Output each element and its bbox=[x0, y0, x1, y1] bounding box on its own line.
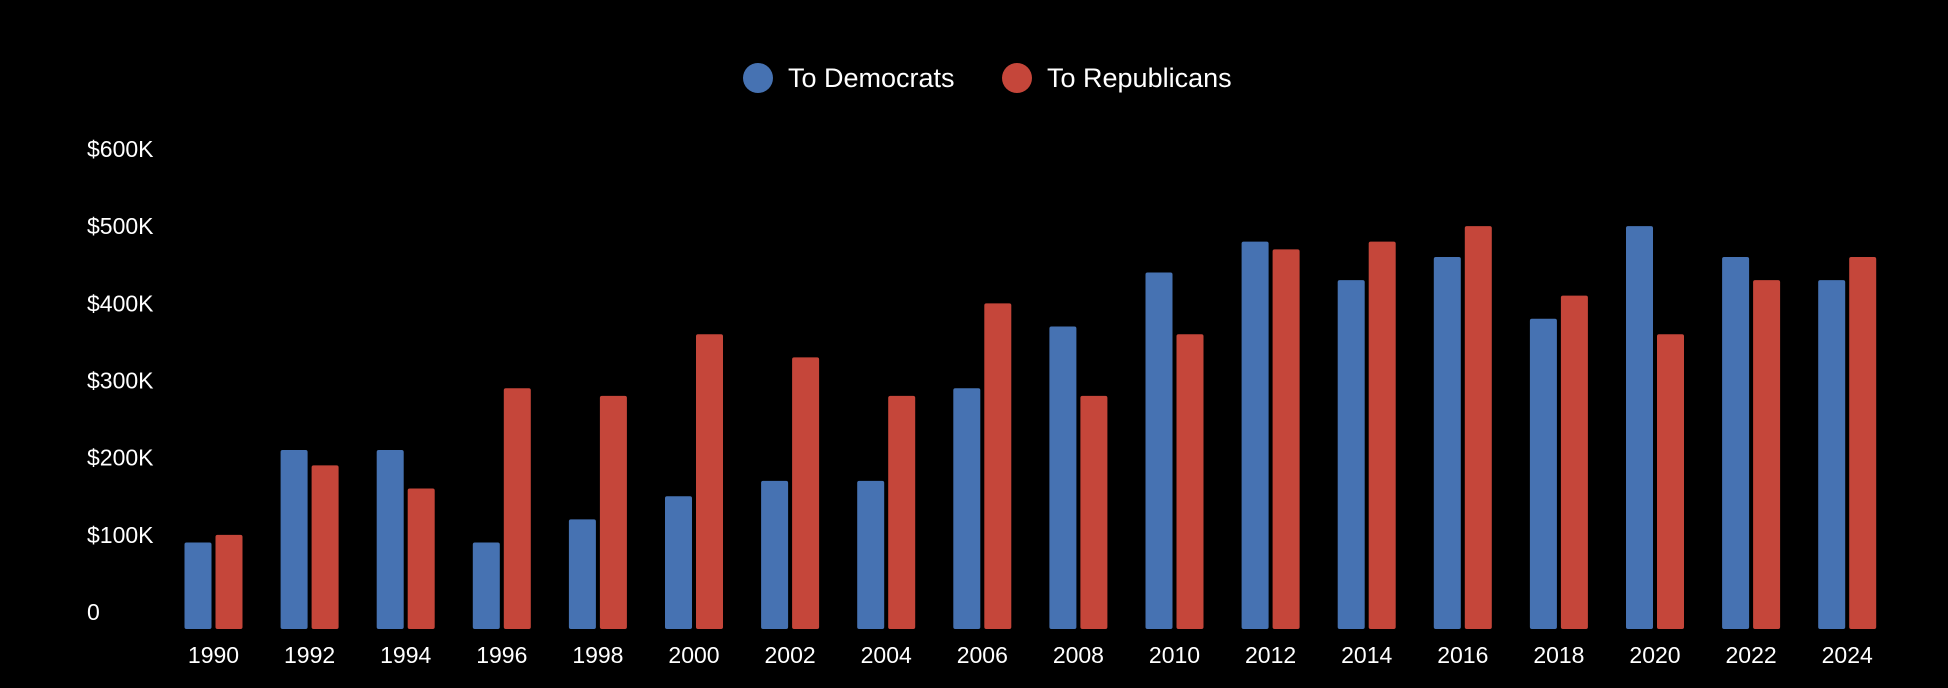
bar-democrats-2004[interactable] bbox=[857, 480, 885, 629]
bar-republicans-2010[interactable] bbox=[1176, 334, 1204, 629]
bar-republicans-2016[interactable] bbox=[1464, 226, 1492, 629]
legend-label: To Democrats bbox=[788, 63, 955, 93]
bar-republicans-2020[interactable] bbox=[1657, 334, 1684, 629]
bar-republicans-2008[interactable] bbox=[1080, 395, 1108, 629]
x-tick-label: 1992 bbox=[284, 642, 335, 668]
bar-republicans-2000[interactable] bbox=[696, 334, 723, 629]
bar-republicans-1990[interactable] bbox=[215, 534, 243, 629]
bar-democrats-2006[interactable] bbox=[953, 388, 981, 629]
legend: To Democrats To Republicans bbox=[743, 63, 1232, 93]
bar-democrats-1998[interactable] bbox=[568, 519, 596, 629]
x-tick-label: 1998 bbox=[572, 642, 623, 668]
x-tick-label: 2012 bbox=[1245, 642, 1296, 668]
bar-democrats-2012[interactable] bbox=[1241, 241, 1269, 629]
x-tick-label: 2024 bbox=[1822, 642, 1873, 668]
bar-republicans-1992[interactable] bbox=[311, 465, 339, 629]
bar-democrats-2022[interactable] bbox=[1722, 257, 1750, 629]
bar-democrats-1996[interactable] bbox=[472, 542, 500, 629]
bar-democrats-2000[interactable] bbox=[665, 496, 692, 629]
bar-democrats-1992[interactable] bbox=[280, 449, 308, 629]
bars bbox=[184, 226, 1877, 630]
bar-democrats-2014[interactable] bbox=[1337, 280, 1365, 629]
bar-democrats-2024[interactable] bbox=[1818, 280, 1846, 629]
x-axis: 1990 1992 1994 1996 1998 2000 2002 2004 2006 2008… bbox=[188, 642, 1873, 668]
bar-republicans-1994[interactable] bbox=[407, 488, 435, 629]
bar-republicans-2024[interactable] bbox=[1849, 257, 1877, 629]
y-tick-label: 0 bbox=[87, 599, 100, 625]
x-tick-label: 2018 bbox=[1533, 642, 1584, 668]
x-tick-label: 2002 bbox=[765, 642, 816, 668]
x-tick-label: 1996 bbox=[476, 642, 527, 668]
x-tick-label: 2014 bbox=[1341, 642, 1392, 668]
bar-democrats-2016[interactable] bbox=[1433, 257, 1461, 629]
x-tick-label: 1994 bbox=[380, 642, 431, 668]
legend-item-republicans[interactable]: To Republicans bbox=[1002, 63, 1232, 93]
x-tick-label: 2004 bbox=[861, 642, 912, 668]
x-tick-label: 2008 bbox=[1053, 642, 1104, 668]
bar-republicans-1996[interactable] bbox=[503, 388, 531, 629]
bar-republicans-2006[interactable] bbox=[984, 303, 1012, 629]
x-tick-label: 2020 bbox=[1629, 642, 1680, 668]
x-tick-label: 2006 bbox=[957, 642, 1008, 668]
legend-swatch-icon bbox=[743, 63, 773, 93]
legend-swatch-icon bbox=[1002, 63, 1032, 93]
bar-republicans-2002[interactable] bbox=[792, 357, 820, 629]
x-tick-label: 2000 bbox=[668, 642, 719, 668]
y-tick-label: $200K bbox=[87, 445, 154, 471]
legend-item-democrats[interactable]: To Democrats bbox=[743, 63, 955, 93]
bar-democrats-2002[interactable] bbox=[761, 480, 789, 629]
bar-democrats-2010[interactable] bbox=[1145, 272, 1173, 629]
y-tick-label: $600K bbox=[87, 136, 154, 162]
x-tick-label: 2010 bbox=[1149, 642, 1200, 668]
y-tick-label: $100K bbox=[87, 522, 154, 548]
bar-republicans-2022[interactable] bbox=[1753, 280, 1781, 629]
legend-label: To Republicans bbox=[1047, 63, 1232, 93]
x-tick-label: 2022 bbox=[1726, 642, 1777, 668]
y-tick-label: $300K bbox=[87, 368, 154, 394]
bar-republicans-2004[interactable] bbox=[888, 395, 916, 629]
bar-republicans-2014[interactable] bbox=[1368, 241, 1396, 629]
bar-democrats-2018[interactable] bbox=[1529, 318, 1557, 629]
bar-democrats-2008[interactable] bbox=[1049, 326, 1077, 629]
x-tick-label: 2016 bbox=[1437, 642, 1488, 668]
y-tick-label: $400K bbox=[87, 290, 154, 316]
y-axis: 0 $100K $200K $300K $400K $500K $600K bbox=[87, 136, 154, 625]
y-tick-label: $500K bbox=[87, 213, 154, 239]
bar-democrats-1994[interactable] bbox=[376, 449, 404, 629]
bar-democrats-2020[interactable] bbox=[1626, 226, 1653, 629]
bar-democrats-1990[interactable] bbox=[184, 542, 212, 629]
bar-republicans-2012[interactable] bbox=[1272, 249, 1300, 630]
x-tick-label: 1990 bbox=[188, 642, 239, 668]
bar-republicans-2018[interactable] bbox=[1560, 295, 1588, 629]
bar-republicans-1998[interactable] bbox=[599, 395, 627, 629]
